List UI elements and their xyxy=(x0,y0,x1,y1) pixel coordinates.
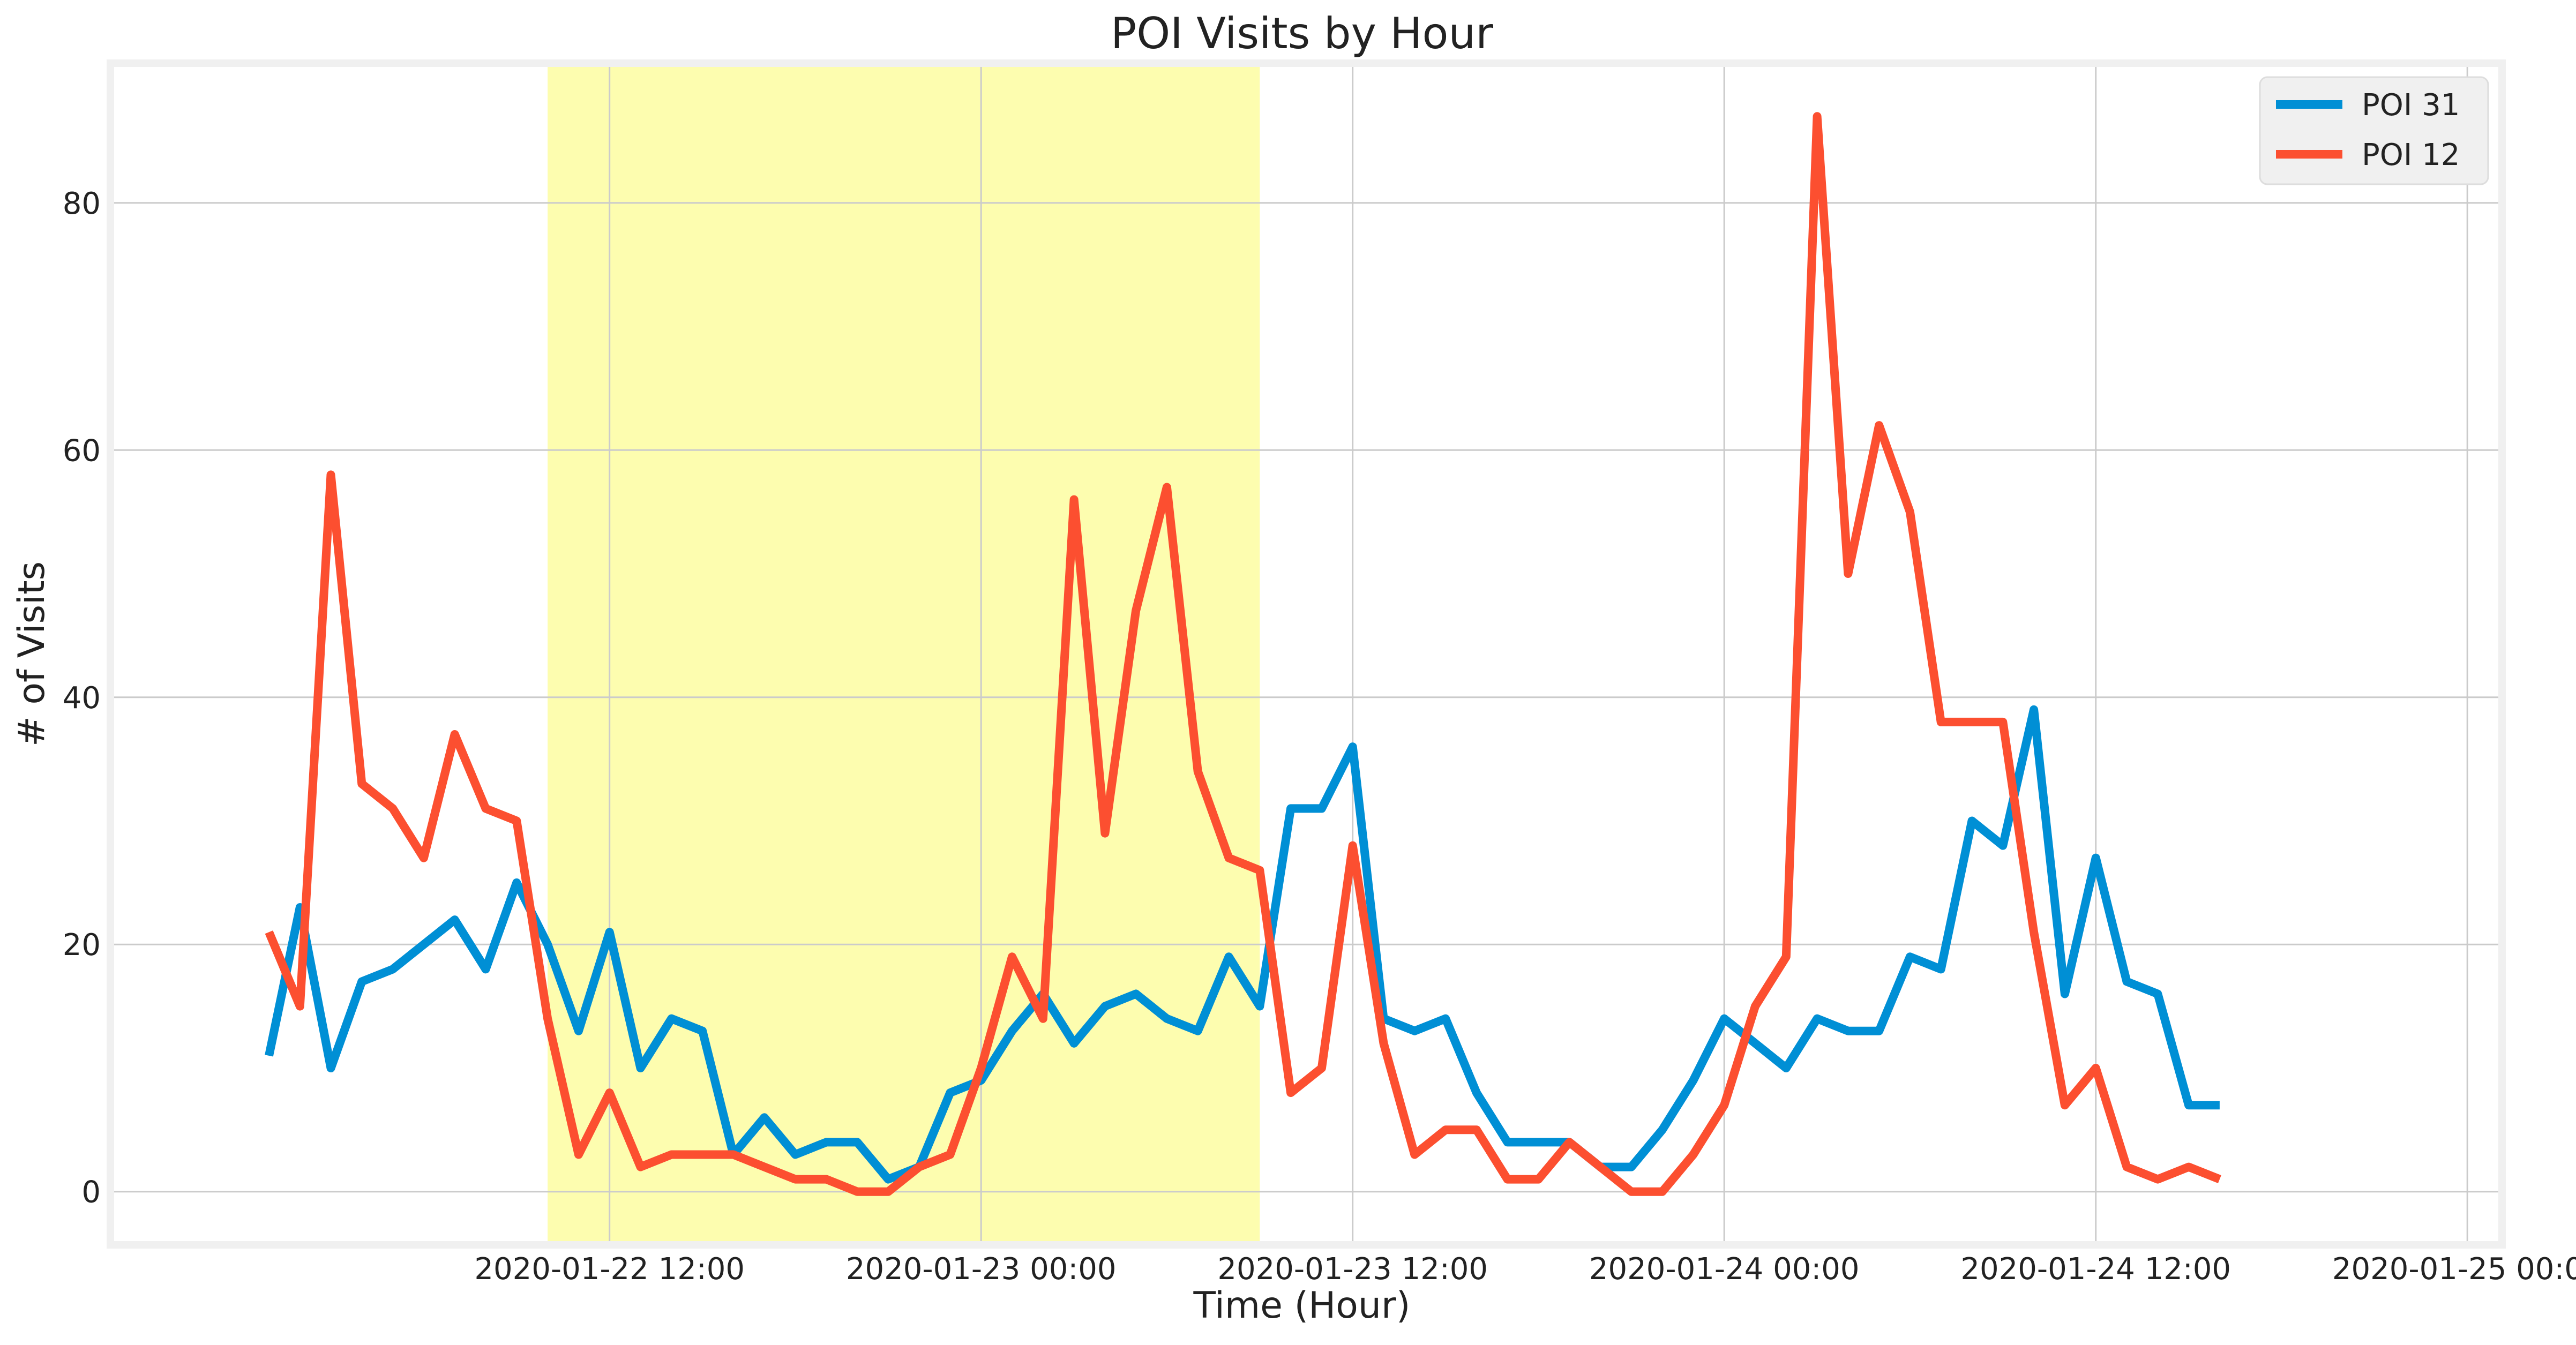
y-tick-label: 0 xyxy=(81,1175,101,1210)
y-tick-label: 20 xyxy=(63,928,101,963)
highlight-band xyxy=(548,67,1260,1241)
series-lines xyxy=(265,112,2221,1196)
y-tick-label: 60 xyxy=(63,433,101,468)
series-line-poi-12 xyxy=(265,112,2221,1196)
tick-labels: 0 20 40 60 80 2020-01-22 12:00 2020-01-23 00:0… xyxy=(63,186,2576,1287)
series-line-poi-31 xyxy=(265,705,2220,1184)
x-tick-label: 2020-01-23 00:00 xyxy=(846,1252,1117,1287)
x-axis-label: Time (Hour) xyxy=(1193,1284,1411,1327)
y-axis-label: # of Visits xyxy=(11,561,53,747)
x-tick-label: 2020-01-22 12:00 xyxy=(474,1252,745,1287)
x-tick-label: 2020-01-23 12:00 xyxy=(1217,1252,1488,1287)
legend-label-poi-31: POI 31 xyxy=(2362,88,2460,123)
grid-lines xyxy=(114,67,2498,1241)
x-tick-label: 2020-01-24 12:00 xyxy=(1960,1252,2231,1287)
legend: POI 31 POI 12 xyxy=(2259,76,2489,185)
chart-title: POI Visits by Hour xyxy=(1111,9,1493,58)
plot-frame xyxy=(107,59,2506,1249)
y-tick-label: 40 xyxy=(63,681,101,716)
x-tick-label: 2020-01-24 00:00 xyxy=(1589,1252,1860,1287)
legend-label-poi-12: POI 12 xyxy=(2362,138,2460,172)
plot-area xyxy=(114,67,2498,1241)
x-tick-label: 2020-01-25 00:00 xyxy=(2332,1252,2576,1287)
y-tick-label: 80 xyxy=(63,186,101,221)
